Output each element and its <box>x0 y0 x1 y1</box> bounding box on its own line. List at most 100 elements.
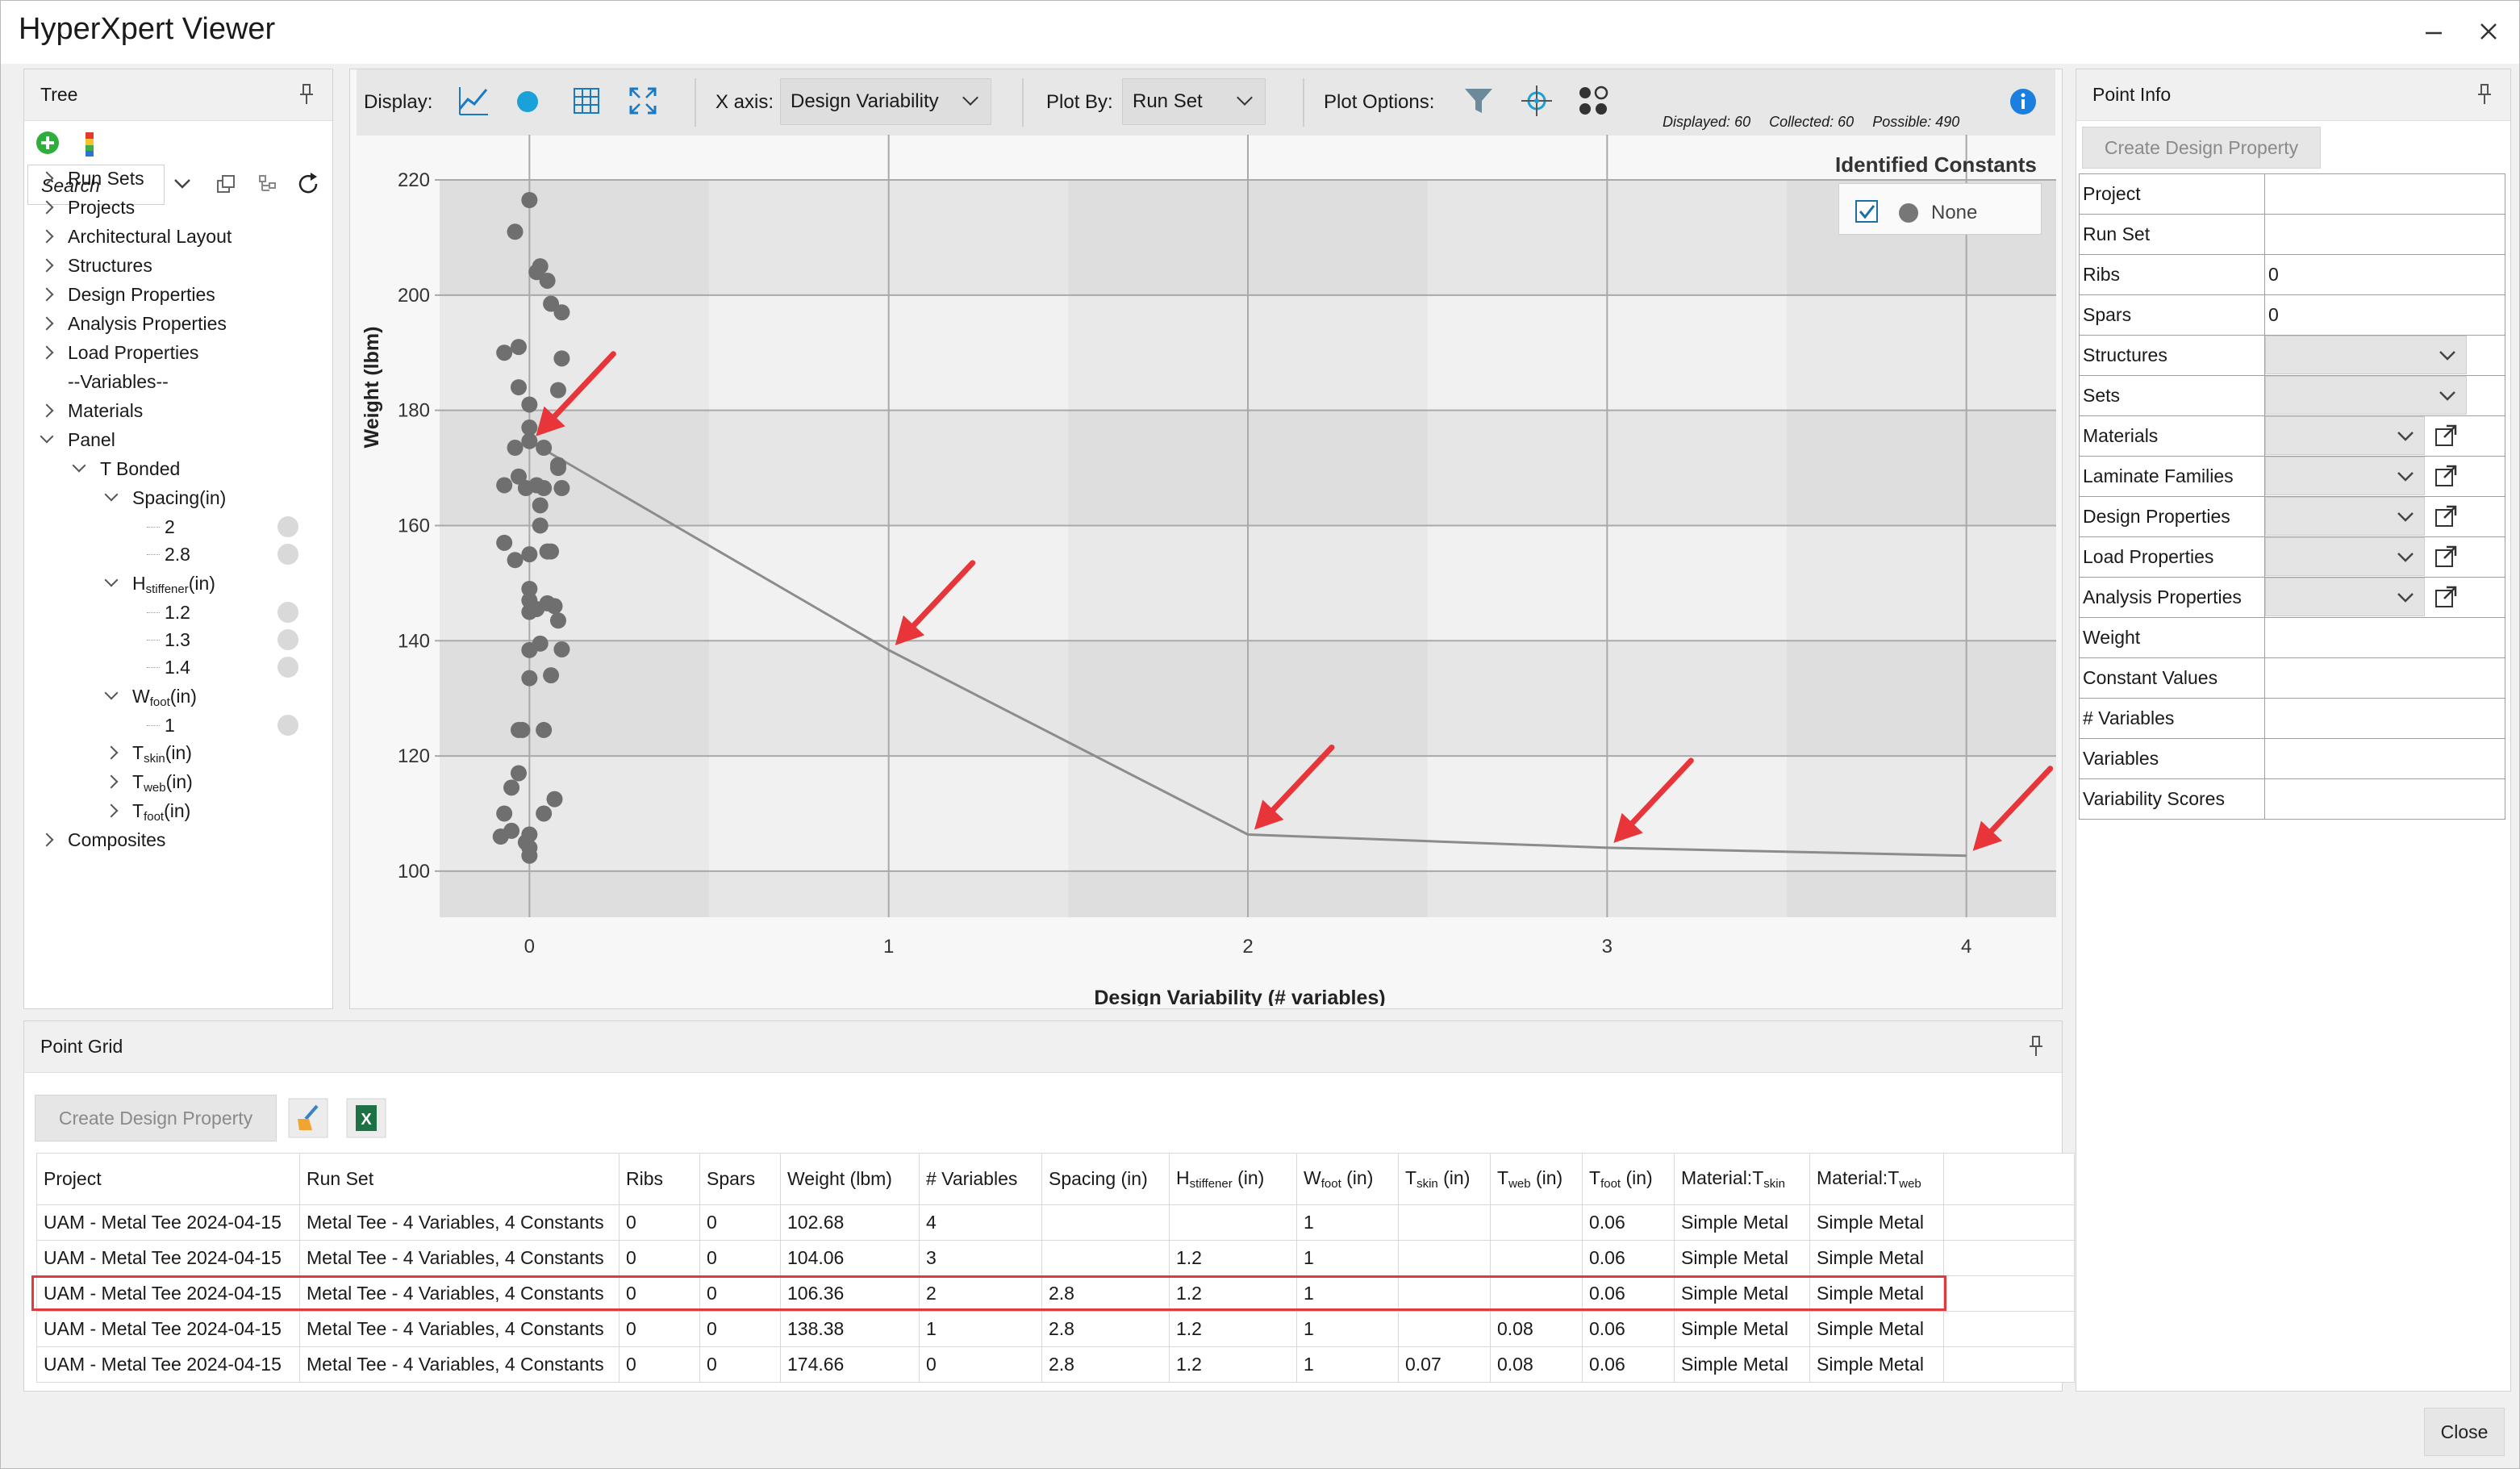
data-point[interactable] <box>510 339 527 356</box>
data-point[interactable] <box>536 440 553 457</box>
expand-chevron-icon[interactable] <box>40 258 54 273</box>
table-row[interactable]: UAM - Metal Tee 2024-04-15 Metal Tee - 4 … <box>36 1346 2075 1383</box>
data-point[interactable] <box>510 379 527 396</box>
value-dot-icon[interactable] <box>277 602 298 623</box>
open-external-icon[interactable] <box>2434 424 2457 447</box>
tree-item[interactable]: Tweb(in) <box>132 768 193 795</box>
tree-item[interactable]: Hstiffener(in) <box>132 570 215 597</box>
data-point[interactable] <box>496 534 513 551</box>
pin-icon[interactable] <box>297 82 316 106</box>
collapse-chevron-icon[interactable] <box>104 686 119 700</box>
column-header[interactable]: Tfoot (in) <box>1582 1153 1675 1205</box>
constant-checkbox[interactable] <box>1855 200 1878 223</box>
tree-item[interactable]: Load Properties <box>68 339 198 366</box>
column-header[interactable]: Material:Tweb <box>1809 1153 1944 1205</box>
line-chart-icon[interactable] <box>457 85 490 117</box>
data-point[interactable] <box>510 765 527 782</box>
data-point[interactable] <box>532 635 549 652</box>
data-point[interactable] <box>546 791 563 808</box>
column-header[interactable]: Tweb (in) <box>1490 1153 1583 1205</box>
info-icon[interactable] <box>2009 88 2037 115</box>
info-value[interactable] <box>2264 698 2505 739</box>
tree-item[interactable]: Design Properties <box>68 281 215 308</box>
data-point[interactable] <box>532 258 549 275</box>
info-value[interactable]: 0 <box>2264 294 2505 336</box>
column-header[interactable]: # Variables <box>919 1153 1042 1205</box>
data-point[interactable] <box>549 457 566 474</box>
info-value[interactable] <box>2264 496 2505 537</box>
tree-item[interactable]: T Bonded <box>100 455 180 482</box>
data-point[interactable] <box>536 480 553 497</box>
column-header[interactable]: Spars <box>699 1153 781 1205</box>
data-point[interactable] <box>521 419 538 436</box>
point-style-icon[interactable] <box>1577 85 1609 117</box>
info-combo[interactable] <box>2265 497 2425 536</box>
data-point[interactable] <box>521 191 538 208</box>
column-header[interactable]: Spacing (in) <box>1041 1153 1170 1205</box>
data-point[interactable] <box>521 432 538 449</box>
minimize-button[interactable] <box>2409 9 2458 54</box>
data-point[interactable] <box>507 440 524 457</box>
info-value[interactable] <box>2264 415 2505 457</box>
data-point[interactable] <box>496 477 513 494</box>
tree-item[interactable]: 1 <box>165 712 175 739</box>
expand-chevron-icon[interactable] <box>40 316 54 331</box>
data-point[interactable] <box>539 272 556 289</box>
collapse-chevron-icon[interactable] <box>40 429 54 444</box>
value-dot-icon[interactable] <box>277 544 298 565</box>
info-value[interactable] <box>2264 173 2505 215</box>
table-row[interactable]: UAM - Metal Tee 2024-04-15 Metal Tee - 4 … <box>36 1240 2075 1276</box>
open-external-icon[interactable] <box>2434 545 2457 568</box>
crosshair-icon[interactable] <box>1521 85 1553 117</box>
expand-chevron-icon[interactable] <box>104 774 119 789</box>
column-header[interactable]: Material:Tskin <box>1674 1153 1810 1205</box>
data-point[interactable] <box>549 612 566 629</box>
data-point[interactable] <box>528 600 545 617</box>
open-external-icon[interactable] <box>2434 465 2457 487</box>
tree-item[interactable]: Panel <box>68 426 115 453</box>
tree-item[interactable]: Architectural Layout <box>68 223 232 250</box>
data-point[interactable] <box>496 805 513 822</box>
data-point[interactable] <box>521 670 538 687</box>
collapse-all-icon[interactable] <box>216 174 236 194</box>
data-point[interactable] <box>536 721 553 738</box>
clear-broom-icon[interactable] <box>288 1098 328 1138</box>
expand-chevron-icon[interactable] <box>40 345 54 360</box>
data-point[interactable] <box>492 828 509 845</box>
info-combo[interactable] <box>2265 336 2467 374</box>
info-combo[interactable] <box>2265 376 2467 415</box>
expand-chevron-icon[interactable] <box>40 403 54 418</box>
data-point[interactable] <box>521 580 538 597</box>
data-point[interactable] <box>543 667 560 684</box>
data-point[interactable] <box>532 497 549 514</box>
plotby-select[interactable]: Run Set <box>1122 78 1266 125</box>
xaxis-select[interactable]: Design Variability <box>780 78 991 125</box>
tree-item[interactable]: 2.8 <box>165 540 190 568</box>
info-value[interactable]: 0 <box>2264 254 2505 295</box>
data-point[interactable] <box>553 480 570 497</box>
tree-item[interactable]: Analysis Properties <box>68 310 227 337</box>
fit-to-screen-icon[interactable] <box>628 86 657 115</box>
add-icon[interactable] <box>35 131 60 155</box>
tree-search-input[interactable]: Search <box>27 165 165 205</box>
pin-icon[interactable] <box>2475 82 2494 106</box>
info-combo[interactable] <box>2265 457 2425 495</box>
data-point[interactable] <box>521 546 538 563</box>
data-point[interactable] <box>510 468 527 485</box>
expand-chevron-icon[interactable] <box>40 833 54 847</box>
column-header[interactable]: Project <box>36 1153 300 1205</box>
value-dot-icon[interactable] <box>277 516 298 537</box>
value-dot-icon[interactable] <box>277 657 298 678</box>
tree-item[interactable]: --Variables-- <box>68 368 169 395</box>
tree-item[interactable]: 1.3 <box>165 626 190 653</box>
table-row[interactable]: UAM - Metal Tee 2024-04-15 Metal Tee - 4 … <box>36 1204 2075 1241</box>
info-value[interactable] <box>2264 617 2505 658</box>
data-point[interactable] <box>536 805 553 822</box>
info-combo[interactable] <box>2265 537 2425 576</box>
collapse-chevron-icon[interactable] <box>104 573 119 587</box>
info-value[interactable] <box>2264 577 2505 618</box>
column-header[interactable]: Wfoot (in) <box>1296 1153 1399 1205</box>
close-window-button[interactable] <box>2464 9 2513 54</box>
info-value[interactable] <box>2264 456 2505 497</box>
data-point[interactable] <box>503 779 520 796</box>
